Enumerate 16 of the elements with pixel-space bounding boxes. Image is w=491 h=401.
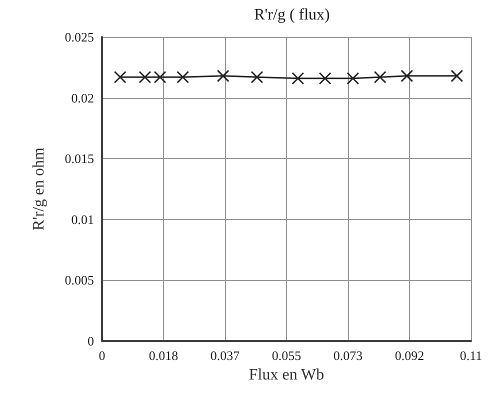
y-tick-label: 0.015 [64,151,94,166]
y-tick-label: 0.025 [64,30,94,44]
x-axis-title: Flux en Wb [248,366,324,384]
x-tick-label: 0.018 [148,348,178,363]
y-axis-title: R'r/g en ohm [30,147,48,230]
x-tick-label: 0.073 [333,348,363,363]
y-tick-label: 0.005 [64,272,94,288]
y-tick-label: 0.02 [71,90,94,106]
x-tick-label: 0.055 [272,348,302,363]
x-tick-label: 0.11 [460,348,482,363]
x-tick-label: 0.092 [394,348,424,363]
x-tick-label: 0 [98,348,106,363]
y-tick-label: 0.01 [71,212,94,227]
y-tick-label: 0 [88,334,94,348]
x-tick-label: 0.037 [210,348,240,363]
chart-title: R'r/g ( flux) [254,6,330,24]
